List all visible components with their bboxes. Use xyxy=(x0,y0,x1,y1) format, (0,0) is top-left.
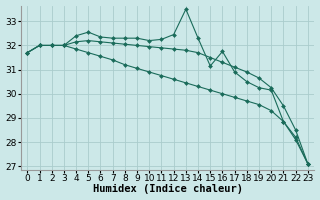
X-axis label: Humidex (Indice chaleur): Humidex (Indice chaleur) xyxy=(92,184,243,194)
